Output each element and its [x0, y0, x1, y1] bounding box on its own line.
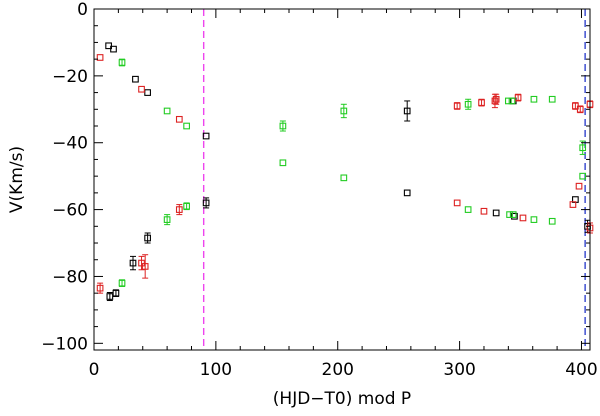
data-point	[579, 140, 587, 155]
data-point	[279, 159, 287, 167]
data-point	[144, 89, 151, 96]
data-point	[403, 100, 411, 122]
y-tick-label: −100	[41, 334, 88, 354]
y-tick-label: 0	[77, 0, 88, 20]
data-point	[118, 58, 126, 67]
plot-frame	[93, 8, 591, 351]
data-point	[478, 98, 485, 107]
y-tick-labels: 0 −20 −40 −60 −80 −100	[41, 0, 88, 354]
data-point	[511, 212, 518, 220]
data-point	[453, 199, 461, 207]
data-point	[464, 206, 472, 213]
data-point	[96, 282, 104, 294]
x-tick-labels: 0 100 200 300 400	[89, 360, 598, 380]
x-tick-label: 300	[443, 360, 475, 380]
data-point	[132, 75, 139, 83]
x-tick-label: 400	[565, 360, 597, 380]
y-tick-label: −60	[52, 201, 88, 221]
y-tick-label: −80	[52, 267, 88, 287]
data-point	[163, 214, 171, 226]
data-point	[202, 132, 210, 140]
data-point	[183, 202, 190, 211]
data-point	[506, 211, 513, 218]
data-points	[96, 42, 594, 302]
series-1	[96, 54, 594, 294]
data-point	[504, 97, 512, 105]
data-point	[576, 105, 584, 114]
data-point	[530, 95, 538, 103]
x-tick-label: 0	[89, 360, 100, 380]
data-point	[129, 255, 137, 271]
data-point	[403, 189, 411, 197]
data-point	[110, 45, 117, 53]
data-point	[480, 207, 488, 215]
data-point	[141, 254, 149, 279]
data-point	[530, 216, 538, 223]
x-tick-label: 100	[200, 360, 232, 380]
data-point	[340, 174, 348, 182]
data-point	[112, 289, 120, 298]
data-point	[508, 97, 516, 105]
data-point	[548, 95, 556, 103]
data-point	[183, 122, 190, 130]
data-point	[575, 182, 583, 190]
series-2	[118, 58, 587, 287]
x-tick-label: 200	[322, 360, 354, 380]
data-point	[96, 54, 104, 61]
data-point	[453, 102, 461, 110]
data-point	[106, 291, 114, 302]
data-point	[579, 172, 587, 180]
data-point	[202, 197, 210, 209]
x-axis-label: (HJD−T0) mod P	[273, 389, 411, 409]
data-point	[175, 115, 183, 123]
data-point	[492, 93, 500, 105]
data-point	[118, 279, 126, 287]
data-point	[548, 217, 556, 225]
data-point	[144, 232, 151, 244]
axis-ticks	[93, 8, 590, 350]
reference-lines	[202, 9, 586, 350]
series-0	[105, 42, 591, 302]
data-point	[509, 211, 517, 218]
data-point	[464, 98, 472, 110]
data-point	[340, 103, 348, 119]
data-point	[519, 214, 527, 222]
y-tick-label: −40	[52, 134, 88, 154]
data-point	[175, 204, 183, 216]
data-point	[163, 107, 171, 115]
y-axis-label: V(Km/s)	[7, 146, 27, 213]
data-point	[492, 209, 500, 217]
y-tick-label: −20	[52, 67, 88, 87]
data-point	[279, 120, 287, 132]
data-point	[569, 201, 577, 208]
data-point	[138, 85, 145, 93]
